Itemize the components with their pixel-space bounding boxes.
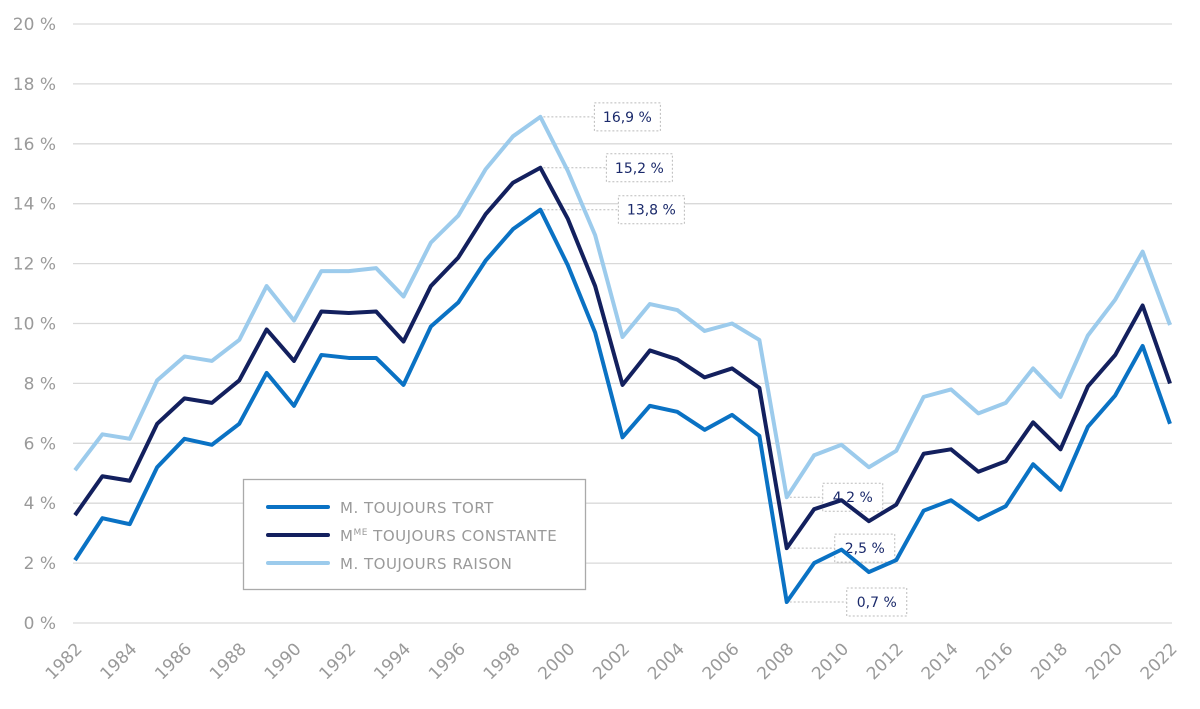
x-tick-label: 2006 <box>699 639 744 684</box>
y-tick-label: 18 % <box>13 75 56 95</box>
x-tick-label: 1986 <box>151 639 196 684</box>
x-tick-label: 2010 <box>808 639 853 684</box>
x-tick-label: 1992 <box>316 639 361 684</box>
x-tick-label: 1996 <box>425 639 470 684</box>
y-tick-label: 16 % <box>13 135 56 155</box>
annotation-label: 4,2 % <box>833 490 873 506</box>
series-line-1 <box>73 207 1172 605</box>
legend-label: M. TOUJOURS RAISON <box>340 555 512 573</box>
y-tick-label: 2 % <box>24 554 56 574</box>
y-tick-label: 6 % <box>24 434 56 454</box>
annotation-box <box>834 533 896 563</box>
x-tick-label: 2014 <box>918 639 963 684</box>
y-tick-label: 20 % <box>13 15 56 35</box>
legend-label: MME TOUJOURS CONSTANTE <box>340 527 557 545</box>
y-tick-label: 12 % <box>13 255 56 275</box>
x-tick-label: 2022 <box>1137 639 1182 684</box>
series-line-2 <box>73 165 1172 551</box>
y-tick-label: 0 % <box>24 614 56 634</box>
y-tick-label: 4 % <box>24 494 56 514</box>
annotation-label: 13,8 % <box>627 203 676 219</box>
x-tick-label: 2002 <box>589 639 634 684</box>
x-tick-label: 1988 <box>206 639 251 684</box>
annotation-box <box>617 195 685 225</box>
x-tick-label: 2020 <box>1082 639 1127 684</box>
series-line-3 <box>73 114 1172 500</box>
annotation-label: 16,9 % <box>603 110 652 126</box>
x-tick-label: 2012 <box>863 639 908 684</box>
x-tick-label: 1998 <box>480 639 525 684</box>
x-tick-label: 2016 <box>973 639 1018 684</box>
x-tick-label: 1990 <box>261 639 306 684</box>
y-tick-label: 14 % <box>13 195 56 215</box>
annotation-label: 0,7 % <box>857 595 897 611</box>
annotation-label: 2,5 % <box>845 541 885 557</box>
x-tick-label: 2000 <box>535 639 580 684</box>
y-tick-label: 10 % <box>13 315 56 335</box>
legend-label: M. TOUJOURS TORT <box>340 499 494 517</box>
annotation-box <box>846 587 908 617</box>
annotation-box <box>593 102 661 132</box>
y-tick-label: 8 % <box>24 374 56 394</box>
x-tick-label: 2004 <box>644 639 689 684</box>
x-tick-label: 1994 <box>370 639 415 684</box>
x-tick-label: 2008 <box>754 639 799 684</box>
x-tick-label: 1982 <box>42 639 87 684</box>
annotation-box <box>605 153 673 183</box>
annotation-label: 15,2 % <box>615 161 664 177</box>
x-tick-label: 2018 <box>1027 639 1072 684</box>
x-tick-label: 1984 <box>97 639 142 684</box>
